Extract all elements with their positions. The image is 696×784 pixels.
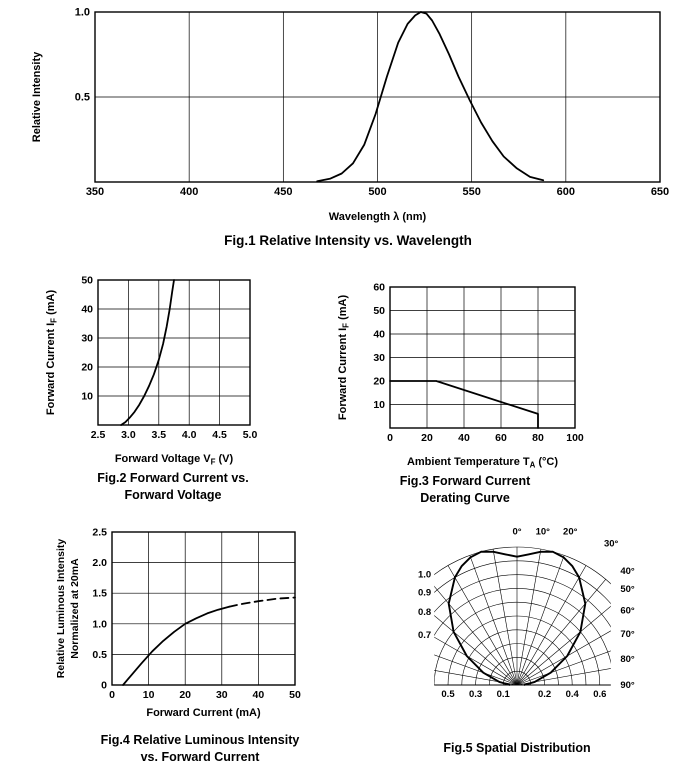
svg-text:4.5: 4.5 bbox=[212, 429, 227, 441]
fig2-iv-chart: 2.5 3.0 3.5 4.0 4.5 5.0 10 20 30 40 50 Forward Curr… bbox=[45, 275, 258, 467]
figure-3-derating-curve: 0 20 40 60 80 100 10 20 30 40 50 60 Forward Current … bbox=[330, 279, 600, 507]
svg-text:1.0: 1.0 bbox=[92, 618, 107, 630]
svg-text:0.2: 0.2 bbox=[538, 689, 551, 700]
svg-text:0: 0 bbox=[101, 680, 107, 692]
svg-text:2.5: 2.5 bbox=[92, 527, 107, 539]
svg-text:10: 10 bbox=[373, 399, 385, 411]
svg-text:40: 40 bbox=[81, 304, 93, 316]
svg-text:50°: 50° bbox=[620, 584, 635, 595]
svg-text:10: 10 bbox=[143, 689, 155, 701]
svg-text:20: 20 bbox=[179, 689, 191, 701]
svg-text:3.5: 3.5 bbox=[151, 429, 166, 441]
svg-text:1.0: 1.0 bbox=[75, 7, 90, 19]
svg-text:Wavelength λ (nm): Wavelength λ (nm) bbox=[329, 211, 427, 223]
svg-text:0: 0 bbox=[387, 432, 393, 444]
svg-text:500: 500 bbox=[368, 186, 386, 198]
svg-text:50: 50 bbox=[289, 689, 301, 701]
svg-text:0.9: 0.9 bbox=[418, 587, 431, 598]
fig3-caption-line1: Fig.3 Forward Current bbox=[399, 474, 531, 488]
svg-text:20: 20 bbox=[373, 376, 385, 388]
svg-text:40: 40 bbox=[458, 432, 470, 444]
fig4-caption-line2: vs. Forward Current bbox=[140, 749, 260, 764]
svg-text:10°: 10° bbox=[536, 527, 551, 538]
svg-text:550: 550 bbox=[462, 186, 480, 198]
svg-text:0.5: 0.5 bbox=[441, 689, 455, 700]
svg-text:40: 40 bbox=[373, 329, 385, 341]
svg-text:3.0: 3.0 bbox=[121, 429, 136, 441]
svg-text:0.5: 0.5 bbox=[92, 649, 107, 661]
svg-text:4.0: 4.0 bbox=[182, 429, 197, 441]
fig3-derating-chart: 0 20 40 60 80 100 10 20 30 40 50 60 Forward Current … bbox=[337, 282, 584, 470]
figure-2-forward-current-vs-forward-voltage: 2.5 3.0 3.5 4.0 4.5 5.0 10 20 30 40 50 Forward Curr… bbox=[38, 272, 308, 504]
svg-text:650: 650 bbox=[651, 186, 669, 198]
fig2-caption-line1: Fig.2 Forward Current vs. bbox=[97, 471, 249, 485]
figure-5-spatial-distribution: 0° 10° 20° 30° 40° 50° 60° 70° 80° 90° 1.0 0.9 0.8 0.… bbox=[415, 520, 652, 757]
fig2-caption: Fig.2 Forward Current vs. Forward Voltag… bbox=[39, 470, 307, 504]
fig2-caption-line2: Forward Voltage bbox=[124, 487, 222, 502]
svg-text:Forward Current IF (mA): Forward Current IF (mA) bbox=[337, 295, 351, 421]
svg-text:2.0: 2.0 bbox=[92, 557, 107, 569]
svg-text:80: 80 bbox=[532, 432, 544, 444]
fig1-spectrum-chart: 350 400 450 500 550 600 650 0.5 1.0 Relative Inte… bbox=[31, 7, 669, 224]
svg-text:30: 30 bbox=[373, 352, 385, 364]
svg-text:0.7: 0.7 bbox=[418, 630, 431, 641]
svg-text:20°: 20° bbox=[563, 527, 578, 538]
svg-text:70°: 70° bbox=[620, 629, 635, 640]
fig4-caption: Fig.4 Relative Luminous Intensity vs. Fo… bbox=[53, 732, 347, 766]
svg-text:2.5: 2.5 bbox=[91, 429, 106, 441]
svg-text:Relative Luminous Intensity: Relative Luminous Intensity bbox=[55, 539, 67, 679]
svg-text:20: 20 bbox=[421, 432, 433, 444]
svg-text:0.4: 0.4 bbox=[566, 689, 580, 700]
svg-text:90°: 90° bbox=[620, 680, 635, 691]
svg-text:Forward Voltage VF (V): Forward Voltage VF (V) bbox=[115, 453, 234, 467]
svg-text:Relative Intensity: Relative Intensity bbox=[31, 51, 43, 142]
fig5-caption: Fig.5 Spatial Distribution bbox=[443, 741, 591, 755]
fig1-caption: Fig.1 Relative Intensity vs. Wavelength bbox=[224, 233, 472, 248]
svg-text:30: 30 bbox=[216, 689, 228, 701]
svg-text:1.5: 1.5 bbox=[92, 588, 107, 600]
svg-text:Forward Current (mA): Forward Current (mA) bbox=[146, 707, 261, 719]
svg-text:80°: 80° bbox=[620, 654, 635, 665]
figure-4-luminous-intensity-vs-current: 0 10 20 30 40 50 0 0.5 1.0 1.5 2.0 2.5 Relative Lumi… bbox=[50, 524, 350, 766]
svg-text:Ambient Temperature TA (°C): Ambient Temperature TA (°C) bbox=[407, 456, 558, 470]
svg-text:10: 10 bbox=[81, 391, 93, 403]
svg-text:Normalized at 20mA: Normalized at 20mA bbox=[69, 558, 81, 659]
fig4-caption-line1: Fig.4 Relative Luminous Intensity bbox=[100, 733, 300, 747]
svg-text:450: 450 bbox=[274, 186, 292, 198]
svg-text:40: 40 bbox=[253, 689, 265, 701]
fig5-polar-chart: 0° 10° 20° 30° 40° 50° 60° 70° 80° 90° 1.0 0.9 0.8 0.… bbox=[418, 527, 635, 700]
svg-text:0.5: 0.5 bbox=[75, 92, 90, 104]
svg-text:400: 400 bbox=[180, 186, 198, 198]
svg-text:0.3: 0.3 bbox=[469, 689, 482, 700]
svg-text:40°: 40° bbox=[620, 566, 635, 577]
svg-text:100: 100 bbox=[566, 432, 584, 444]
svg-text:30: 30 bbox=[81, 333, 93, 345]
svg-text:600: 600 bbox=[557, 186, 575, 198]
svg-text:5.0: 5.0 bbox=[243, 429, 258, 441]
svg-text:60: 60 bbox=[495, 432, 507, 444]
fig3-caption-line2: Derating Curve bbox=[420, 490, 510, 505]
svg-text:Forward Current IF (mA): Forward Current IF (mA) bbox=[45, 290, 59, 416]
svg-text:1.0: 1.0 bbox=[418, 570, 431, 581]
svg-text:0°: 0° bbox=[512, 527, 521, 538]
svg-text:0.8: 0.8 bbox=[418, 607, 431, 618]
svg-text:0: 0 bbox=[109, 689, 115, 701]
svg-text:60: 60 bbox=[373, 282, 385, 294]
figure-1-relative-intensity-vs-wavelength: 350 400 450 500 550 600 650 0.5 1.0 Relative Inte… bbox=[0, 0, 696, 250]
svg-text:0.6: 0.6 bbox=[593, 689, 606, 700]
fig3-caption: Fig.3 Forward Current Derating Curve bbox=[347, 473, 583, 507]
svg-text:60°: 60° bbox=[620, 605, 635, 616]
svg-text:50: 50 bbox=[81, 275, 93, 287]
fig4-luminosity-chart: 0 10 20 30 40 50 0 0.5 1.0 1.5 2.0 2.5 Relative Lumi… bbox=[55, 527, 301, 720]
svg-text:20: 20 bbox=[81, 362, 93, 374]
svg-text:50: 50 bbox=[373, 305, 385, 317]
svg-text:0.1: 0.1 bbox=[497, 689, 511, 700]
svg-text:30°: 30° bbox=[604, 539, 619, 550]
svg-text:350: 350 bbox=[86, 186, 104, 198]
